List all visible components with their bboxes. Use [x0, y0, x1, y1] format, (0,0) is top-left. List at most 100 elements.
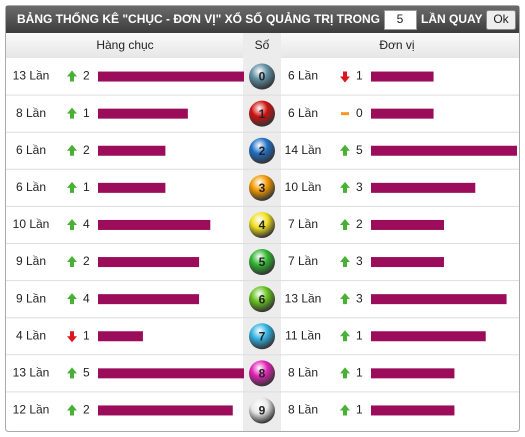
change-value: 1	[356, 328, 363, 342]
count-bar	[98, 331, 143, 342]
trend-up-icon	[67, 218, 77, 230]
count-label: 6 Lần	[16, 180, 46, 194]
digit-ball	[249, 286, 275, 313]
trend-down-icon	[67, 331, 77, 343]
change-value: 1	[83, 180, 90, 194]
count-label: 10 Lần	[285, 180, 322, 194]
digit-ball	[249, 174, 275, 201]
trend-down-icon	[340, 71, 350, 83]
digit-label: 4	[259, 218, 266, 232]
count-label: 9 Lần	[16, 254, 46, 268]
trend-up-icon	[340, 181, 350, 193]
count-label: 13 Lần	[285, 291, 322, 305]
digit-ball	[249, 100, 275, 127]
count-label: 13 Lần	[13, 366, 50, 380]
count-bar	[98, 108, 188, 119]
count-label: 14 Lần	[285, 143, 322, 157]
trend-up-icon	[340, 293, 350, 305]
count-bar	[98, 368, 244, 379]
count-bar	[371, 331, 486, 342]
count-bar	[371, 182, 476, 193]
ok-button-label[interactable]: Ok	[493, 12, 509, 26]
change-value: 2	[83, 254, 90, 268]
change-value: 3	[356, 254, 363, 268]
count-input[interactable]	[384, 10, 417, 30]
trend-up-icon	[340, 256, 350, 268]
digit-label: 7	[259, 329, 266, 343]
change-value: 3	[356, 180, 363, 194]
trend-up-icon	[340, 330, 350, 342]
count-label: 6 Lần	[16, 143, 46, 157]
count-label: 8 Lần	[288, 403, 318, 417]
count-label: 11 Lần	[285, 328, 321, 342]
count-label: 6 Lần	[288, 106, 318, 120]
digit-ball	[249, 249, 275, 276]
digit-ball	[249, 397, 275, 424]
change-value: 1	[356, 403, 363, 417]
count-bar	[98, 71, 244, 82]
change-value: 2	[356, 217, 363, 231]
count-label: 10 Lần	[13, 217, 50, 231]
digit-ball	[249, 63, 275, 90]
digit-ball	[249, 211, 275, 238]
trend-up-icon	[67, 293, 77, 305]
header-bar	[6, 6, 519, 33]
count-bar	[98, 145, 166, 156]
trend-up-icon	[67, 70, 77, 82]
digit-label: 1	[259, 107, 266, 121]
count-label: 4 Lần	[16, 328, 46, 342]
change-value: 5	[356, 143, 363, 157]
count-bar	[371, 405, 455, 416]
change-value: 1	[83, 106, 90, 120]
column-units: Đơn vị	[379, 38, 414, 52]
trend-up-icon	[67, 367, 77, 379]
change-value: 0	[356, 106, 363, 120]
digit-label: 5	[259, 255, 266, 269]
count-bar	[371, 257, 444, 268]
trend-up-icon	[67, 107, 77, 119]
column-tens: Hàng chục	[96, 38, 153, 52]
change-value: 5	[83, 366, 90, 380]
digit-label: 6	[259, 292, 266, 306]
count-bar	[371, 145, 517, 156]
digit-ball	[249, 323, 275, 350]
trend-up-icon	[340, 218, 350, 230]
digit-label: 2	[259, 144, 266, 158]
header-suffix: LẦN QUAY	[421, 11, 483, 26]
count-label: 6 Lần	[288, 69, 318, 83]
trend-up-icon	[340, 404, 350, 416]
ok-button[interactable]	[486, 10, 516, 30]
change-value: 4	[83, 217, 90, 231]
trend-same-icon	[341, 112, 349, 116]
count-bar	[98, 219, 211, 230]
digit-label: 9	[259, 404, 266, 418]
trend-up-icon	[340, 144, 350, 156]
count-bar	[98, 294, 200, 305]
count-input-value[interactable]: 5	[397, 12, 404, 26]
change-value: 1	[356, 69, 363, 83]
change-value: 2	[83, 69, 90, 83]
header-title: BẢNG THỐNG KÊ "CHỤC - ĐƠN VỊ" XỔ SỐ QUẢN…	[17, 11, 380, 26]
trend-up-icon	[67, 181, 77, 193]
change-value: 4	[83, 291, 90, 305]
change-value: 2	[83, 143, 90, 157]
count-label: 7 Lần	[288, 254, 318, 268]
count-bar	[371, 219, 444, 230]
count-bar	[371, 368, 455, 379]
trend-up-icon	[340, 367, 350, 379]
count-label: 8 Lần	[288, 366, 318, 380]
digit-ball	[249, 360, 275, 387]
change-value: 1	[356, 366, 363, 380]
count-bar	[98, 257, 200, 268]
count-bar	[371, 294, 507, 305]
change-value: 1	[83, 328, 90, 342]
digit-label: 0	[259, 70, 266, 84]
digit-label: 3	[259, 181, 266, 195]
count-label: 9 Lần	[16, 291, 46, 305]
trend-up-icon	[67, 256, 77, 268]
digit-ball	[249, 137, 275, 164]
count-bar	[98, 405, 233, 416]
change-value: 3	[356, 291, 363, 305]
change-value: 2	[83, 403, 90, 417]
